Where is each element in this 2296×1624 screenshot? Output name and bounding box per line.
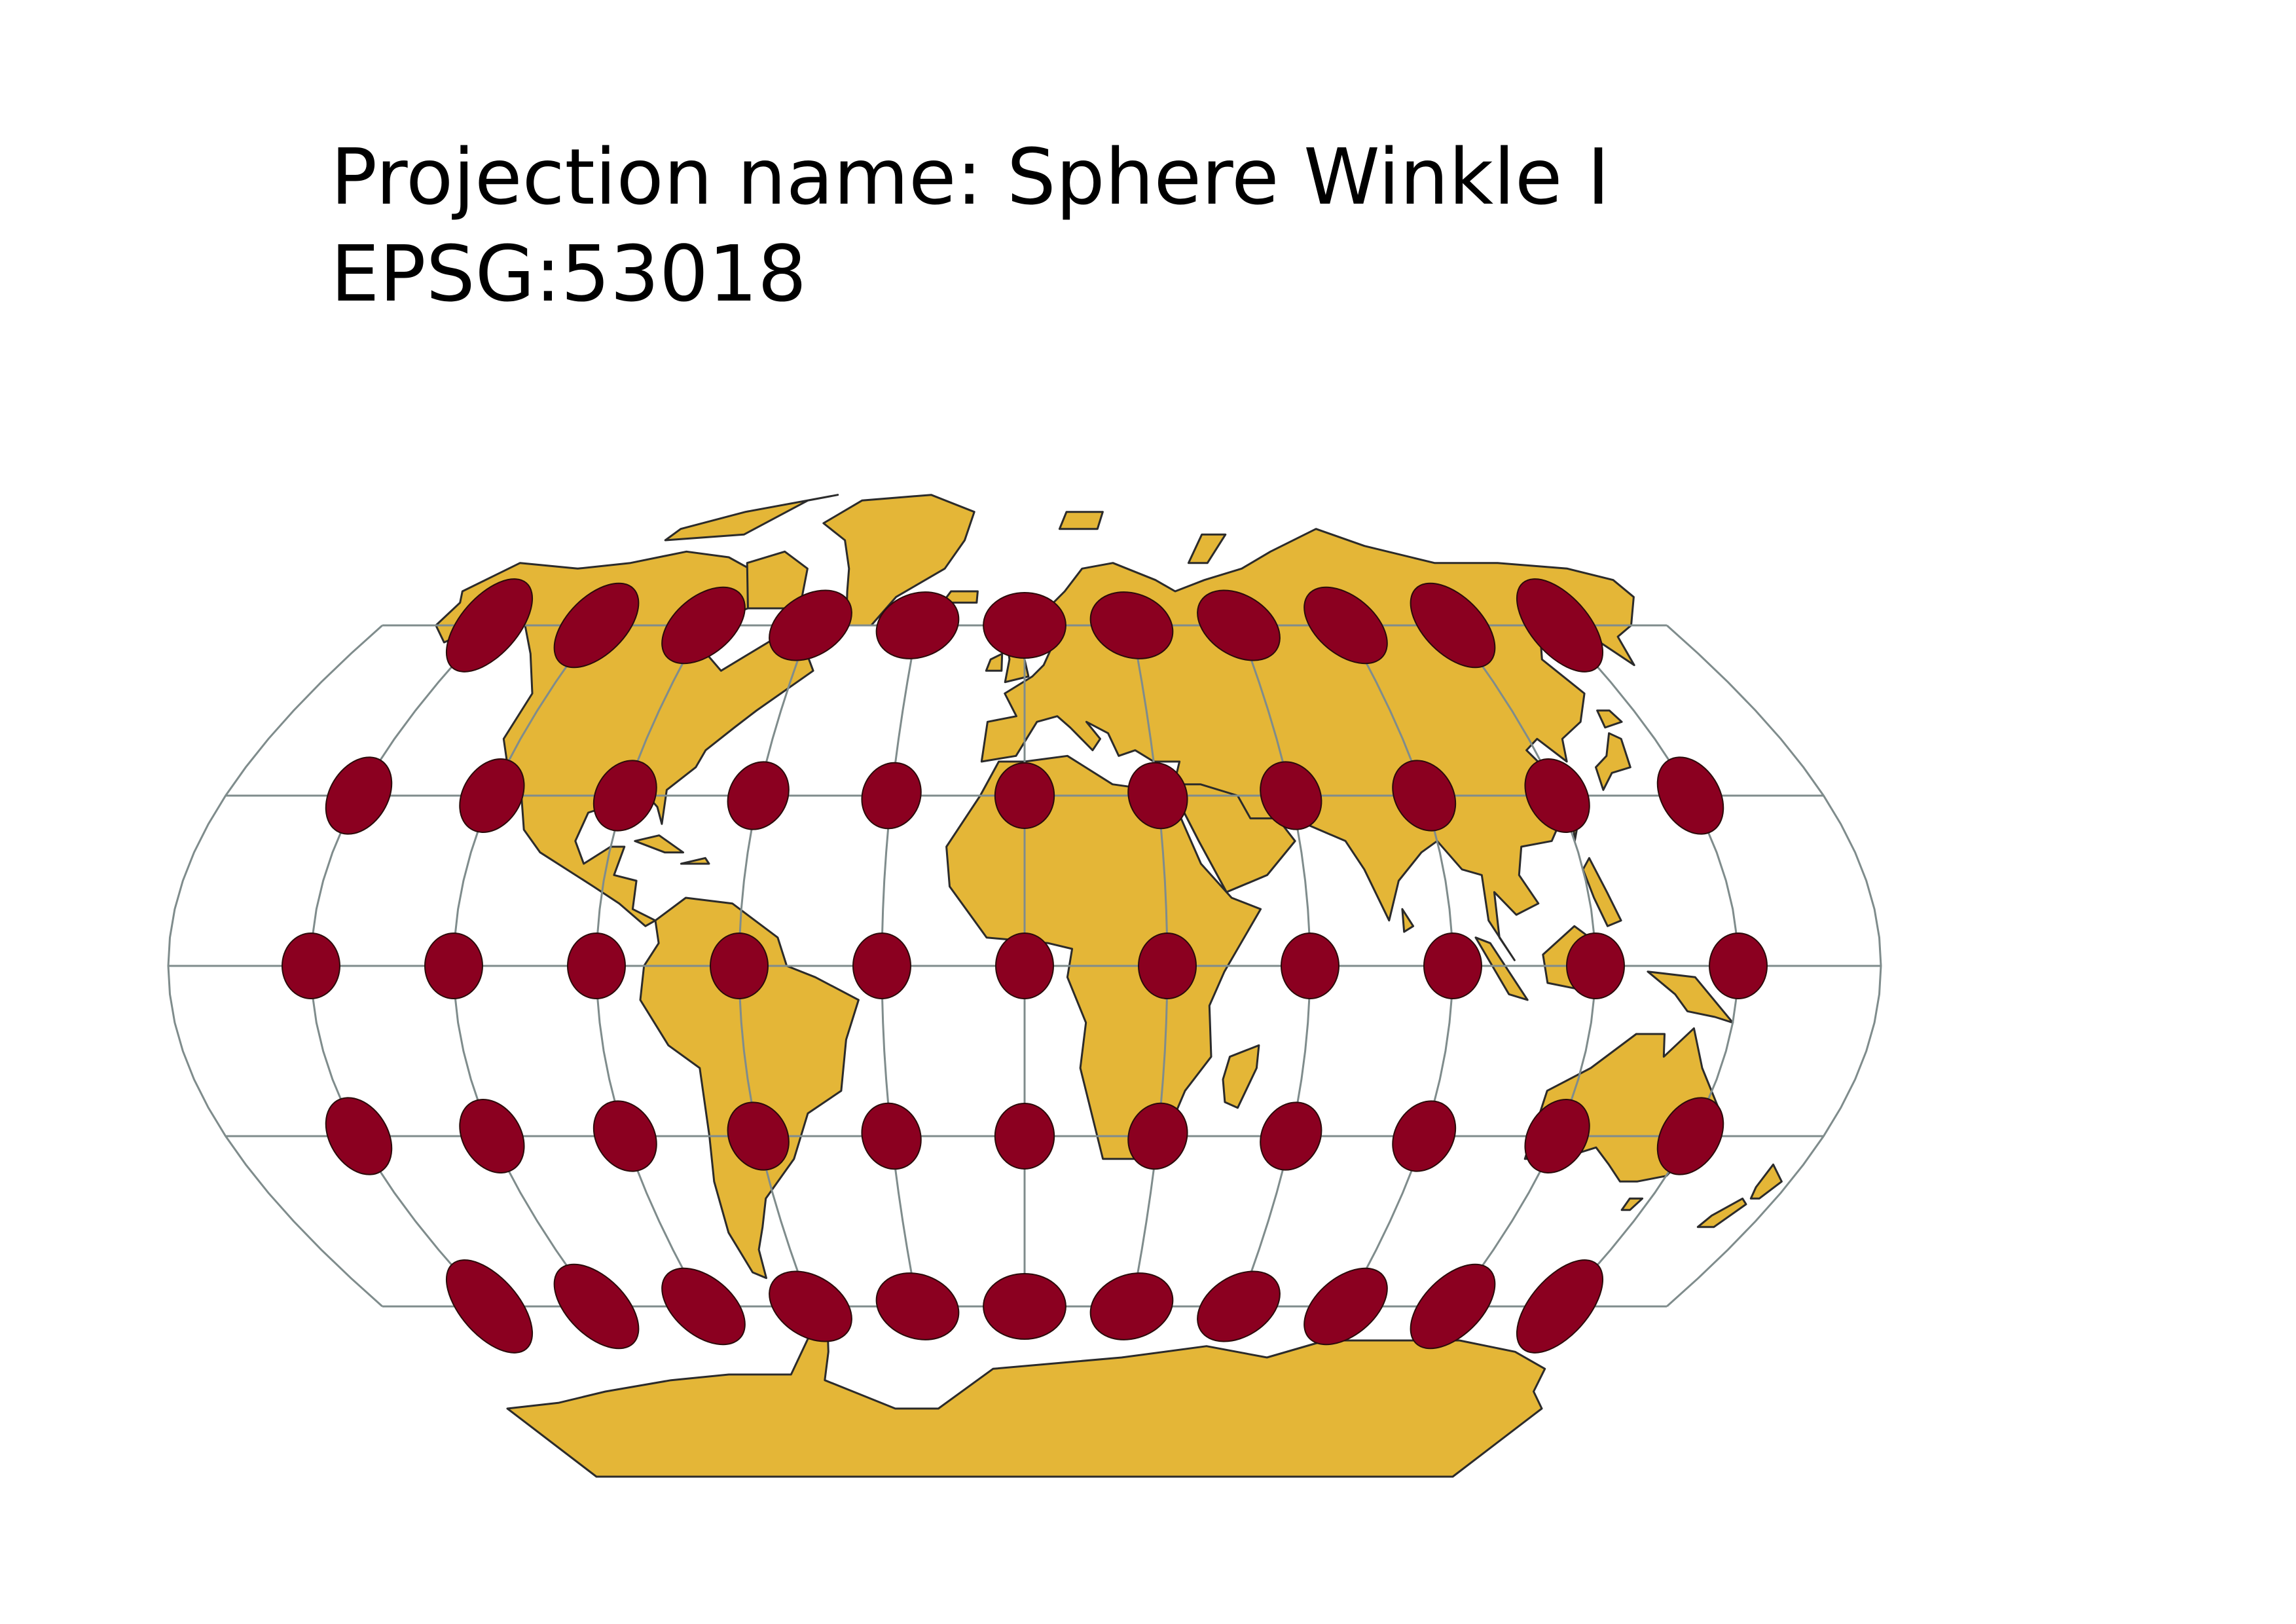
tissot-ellipse xyxy=(875,591,960,659)
land-japan xyxy=(1595,732,1631,791)
tissot-ellipse xyxy=(994,762,1055,829)
map-title-block: Projection name: Sphere Winkle I EPSG:53… xyxy=(331,128,1610,322)
tissot-ellipse xyxy=(1410,1263,1496,1350)
land-madagascar xyxy=(1222,1044,1260,1109)
tissot-ellipse xyxy=(852,932,911,999)
tissot-ellipse xyxy=(727,761,790,830)
tissot-ellipse xyxy=(710,932,769,999)
tissot-ellipse xyxy=(983,592,1066,659)
tissot-ellipse xyxy=(567,932,626,999)
land-hokkaido xyxy=(1596,709,1623,729)
land-sumatra xyxy=(1474,936,1529,1001)
meridian-line xyxy=(167,624,384,1308)
land-iceland xyxy=(941,590,979,604)
tissot-ellipse xyxy=(1303,1267,1388,1346)
land-svalbard xyxy=(1058,511,1104,530)
tissot-ellipse xyxy=(1138,932,1197,999)
tissot-ellipse xyxy=(282,932,340,999)
tissot-ellipse xyxy=(1516,578,1604,673)
tissot-ellipse xyxy=(1197,1270,1281,1342)
tissot-ellipse xyxy=(1392,1100,1457,1172)
land-arctic-islands xyxy=(664,494,839,542)
tissot-ellipse xyxy=(553,1263,640,1350)
tissot-ellipse xyxy=(325,756,393,835)
land-new-guinea xyxy=(1647,970,1734,1024)
land-cuba xyxy=(634,834,684,854)
tissot-ellipse xyxy=(861,1102,922,1170)
tissot-ellipse xyxy=(459,758,525,833)
tissot-ellipse xyxy=(445,1259,534,1354)
tissot-ellipse xyxy=(1516,1259,1604,1354)
land-tasmania xyxy=(1620,1197,1644,1211)
tissot-ellipse xyxy=(1423,932,1482,999)
tissot-ellipse xyxy=(1656,756,1724,835)
tissot-ellipse xyxy=(727,1101,790,1171)
tissot-ellipse xyxy=(1260,1101,1322,1171)
tissot-ellipse xyxy=(1524,758,1590,833)
projection-name-label: Projection name: Sphere Winkle I xyxy=(331,132,1610,222)
tissot-ellipse xyxy=(661,1267,746,1346)
tissot-ellipse xyxy=(1709,932,1768,999)
tissot-ellipse xyxy=(769,589,852,661)
land-hispaniola xyxy=(680,857,710,865)
meridian-line xyxy=(1666,624,1882,1308)
tissot-ellipse xyxy=(983,1273,1066,1340)
land-sri-lanka xyxy=(1401,908,1415,933)
tissot-ellipse xyxy=(769,1270,852,1342)
land-philippines xyxy=(1582,857,1622,927)
land-antarctica xyxy=(506,1322,1546,1478)
tissot-ellipse xyxy=(1089,591,1174,659)
tissot-ellipse xyxy=(459,1099,525,1173)
tissot-ellipse xyxy=(1392,760,1457,832)
land-ireland xyxy=(985,652,1004,672)
tissot-ellipse xyxy=(1524,1099,1590,1173)
tissot-ellipse xyxy=(1127,1102,1188,1170)
tissot-ellipse xyxy=(1410,582,1496,669)
land-new-zealand-north xyxy=(1749,1163,1783,1200)
tissot-ellipse xyxy=(1566,932,1625,999)
tissot-ellipse xyxy=(1281,932,1339,999)
tissot-ellipse xyxy=(1260,761,1322,830)
tissot-ellipse xyxy=(875,1272,960,1340)
tissot-ellipse xyxy=(592,760,657,832)
land-novaya-zemlya xyxy=(1187,533,1227,564)
tissot-ellipse xyxy=(553,582,640,669)
land-new-zealand-south xyxy=(1696,1197,1747,1228)
tissot-ellipse xyxy=(325,1097,393,1175)
tissot-ellipse xyxy=(1303,586,1388,665)
tissot-ellipse xyxy=(995,932,1054,999)
tissot-ellipse xyxy=(1089,1272,1174,1340)
tissot-ellipse xyxy=(861,762,922,830)
tissot-ellipse xyxy=(424,932,483,999)
epsg-code-label: EPSG:53018 xyxy=(331,229,807,319)
tissot-ellipse xyxy=(592,1100,657,1172)
tissot-indicatrix-layer xyxy=(282,578,1768,1354)
tissot-ellipse xyxy=(1127,762,1188,830)
tissot-ellipse xyxy=(1197,589,1281,661)
land-greenland xyxy=(822,494,975,627)
tissot-ellipse xyxy=(445,578,534,673)
tissot-ellipse xyxy=(994,1103,1055,1170)
tissot-ellipse xyxy=(661,586,746,665)
tissot-ellipse xyxy=(1656,1097,1724,1175)
